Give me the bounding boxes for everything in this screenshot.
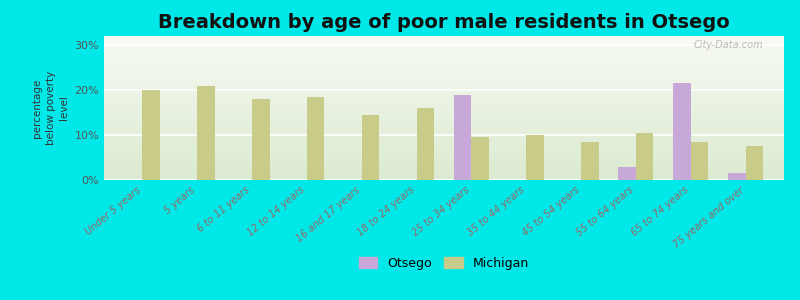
Bar: [618, 167, 636, 180]
Bar: [674, 83, 690, 180]
Bar: [636, 133, 654, 180]
Bar: [198, 85, 214, 180]
Bar: [142, 90, 160, 180]
Legend: Otsego, Michigan: Otsego, Michigan: [354, 251, 534, 274]
Text: City-Data.com: City-Data.com: [694, 40, 763, 50]
Bar: [728, 173, 746, 180]
Bar: [307, 97, 325, 180]
Title: Breakdown by age of poor male residents in Otsego: Breakdown by age of poor male residents …: [158, 13, 730, 32]
Bar: [417, 108, 434, 180]
Bar: [362, 115, 379, 180]
Bar: [454, 94, 471, 180]
Bar: [252, 99, 270, 180]
Bar: [690, 142, 708, 180]
Bar: [746, 146, 763, 180]
Bar: [471, 137, 489, 180]
Bar: [526, 135, 544, 180]
Bar: [581, 142, 598, 180]
Y-axis label: percentage
below poverty
level: percentage below poverty level: [33, 71, 69, 145]
